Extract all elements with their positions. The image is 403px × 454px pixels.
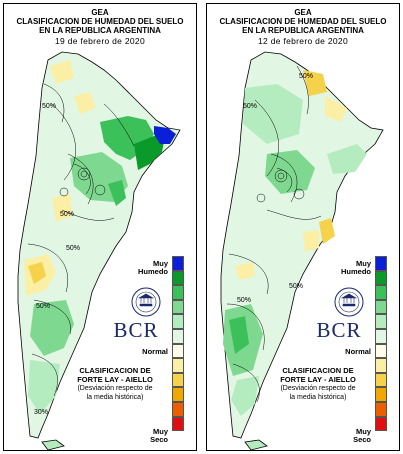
bcr-seal-logo (131, 287, 161, 317)
legend-label-seco: Seco (150, 435, 168, 444)
contour-label: 50% (243, 103, 257, 110)
map-subtitle: EN LA REPUBLICA ARGENTINA (242, 26, 364, 35)
region-dry-patch (235, 262, 255, 280)
color-legend (375, 256, 387, 432)
legend-label-humedo: Humedo (138, 267, 168, 276)
method-title: FORTE LAY - AIELLO (77, 375, 153, 384)
legend-label-humedo: Humedo (341, 267, 371, 276)
map-title: CLASIFICACION DE HUMEDAD DEL SUELO (16, 17, 184, 26)
argentina-map: 50% 50% 50% 50% (220, 51, 384, 450)
region-moist-center (265, 150, 315, 194)
legend-label-seco: Seco (353, 435, 371, 444)
region-very-moist-mesopotamia (134, 132, 166, 170)
region-dry-north-2 (74, 92, 96, 114)
tierra-del-fuego (244, 439, 268, 450)
tierra-del-fuego (41, 439, 65, 450)
soil-moisture-map-panel: 50% 50% 50% 50% GEA CLASIFICACION DE HUM… (206, 3, 400, 451)
legend-swatch (375, 343, 387, 359)
map-date: 12 de febrero de 2020 (258, 36, 348, 46)
contour-labels: 50% 50% 50% 50% (237, 73, 313, 304)
legend-label-muy: Muy (153, 259, 168, 268)
legend-swatch (172, 270, 184, 286)
soil-moisture-map-panel: 50% 50% 50% 30% 50% GEA CLASIFICACION DE… (3, 3, 197, 451)
contour-label: 50% (289, 283, 303, 290)
contour-label: 50% (299, 73, 313, 80)
legend-swatch (375, 416, 387, 432)
legend-swatch (172, 285, 184, 300)
org-label: GEA (294, 8, 312, 17)
contour-labels: 50% 50% 50% 30% 50% (34, 103, 80, 416)
legend-swatch (375, 256, 387, 271)
region-dry-central (52, 194, 72, 222)
legend-swatch (375, 372, 387, 388)
color-legend (172, 256, 184, 432)
legend-label-normal: Normal (345, 347, 371, 356)
method-desc: (Desviación respecto de (77, 385, 153, 392)
bcr-brand: BCR (113, 318, 159, 342)
map-title: CLASIFICACION DE HUMEDAD DEL SUELO (219, 17, 387, 26)
legend-swatch (172, 256, 184, 271)
legend-swatch (375, 328, 387, 344)
bcr-brand: BCR (316, 318, 362, 342)
region-dry-patch (28, 262, 46, 284)
method-caption: CLASIFICACION DE FORTE LAY - AIELLO (Des… (68, 366, 162, 402)
bcr-seal-logo (334, 287, 364, 317)
contour-label: 50% (237, 297, 251, 304)
legend-swatch (375, 285, 387, 300)
contour-label: 50% (66, 245, 80, 252)
legend-swatch (172, 358, 184, 373)
region-moist-north (243, 84, 303, 144)
legend-swatch (375, 299, 387, 315)
legend-swatch (375, 387, 387, 402)
legend-swatch (375, 270, 387, 286)
legend-label-normal: Normal (142, 347, 168, 356)
method-title: CLASIFICACION DE (79, 366, 151, 375)
legend-swatch (172, 416, 184, 432)
region-moist-east (327, 144, 367, 174)
legend-swatch (172, 314, 184, 329)
contour-label: 50% (60, 211, 74, 218)
legend-swatch (375, 314, 387, 329)
contour-lines (27, 83, 135, 397)
region-moist-buenos-aires (108, 180, 126, 206)
region-moist-south (229, 316, 249, 354)
contour-lines (226, 65, 322, 403)
region-moist-south (30, 300, 74, 356)
map-subtitle: EN LA REPUBLICA ARGENTINA (39, 26, 161, 35)
legend-swatch (172, 387, 184, 402)
contour-label: 50% (36, 303, 50, 310)
region-dry-northeast (303, 70, 327, 96)
contour-label: 30% (34, 409, 48, 416)
argentina-map: 50% 50% 50% 30% 50% (17, 51, 181, 450)
region-dry-buenos-aires (319, 218, 335, 244)
region-moist-far-south (231, 376, 259, 416)
legend-label-muy: Muy (356, 427, 371, 436)
method-title: FORTE LAY - AIELLO (280, 375, 356, 384)
legend-swatch (172, 299, 184, 315)
region-moist-patagonia (28, 360, 60, 414)
region-dry-northeast-2 (325, 96, 347, 122)
legend-swatch (172, 328, 184, 344)
method-desc: (Desviación respecto de (280, 385, 356, 392)
org-label: GEA (91, 8, 109, 17)
legend-swatch (172, 401, 184, 417)
region-dry-north (50, 60, 74, 84)
contour-label: 50% (42, 103, 56, 110)
region-dry-pampa (303, 230, 319, 252)
legend-swatch (172, 372, 184, 388)
legend-label-muy: Muy (356, 259, 371, 268)
legend-swatch (375, 358, 387, 373)
method-title: CLASIFICACION DE (282, 366, 354, 375)
region-very-humid-east (154, 126, 176, 144)
legend-label-muy: Muy (153, 427, 168, 436)
legend-swatch (375, 401, 387, 417)
method-caption: CLASIFICACION DE FORTE LAY - AIELLO (Des… (271, 366, 365, 402)
map-date: 19 de febrero de 2020 (55, 36, 145, 46)
method-desc: la media histórica) (86, 394, 144, 401)
argentina-outline (220, 51, 384, 439)
legend-swatch (172, 343, 184, 359)
method-desc: la media histórica) (289, 394, 347, 401)
